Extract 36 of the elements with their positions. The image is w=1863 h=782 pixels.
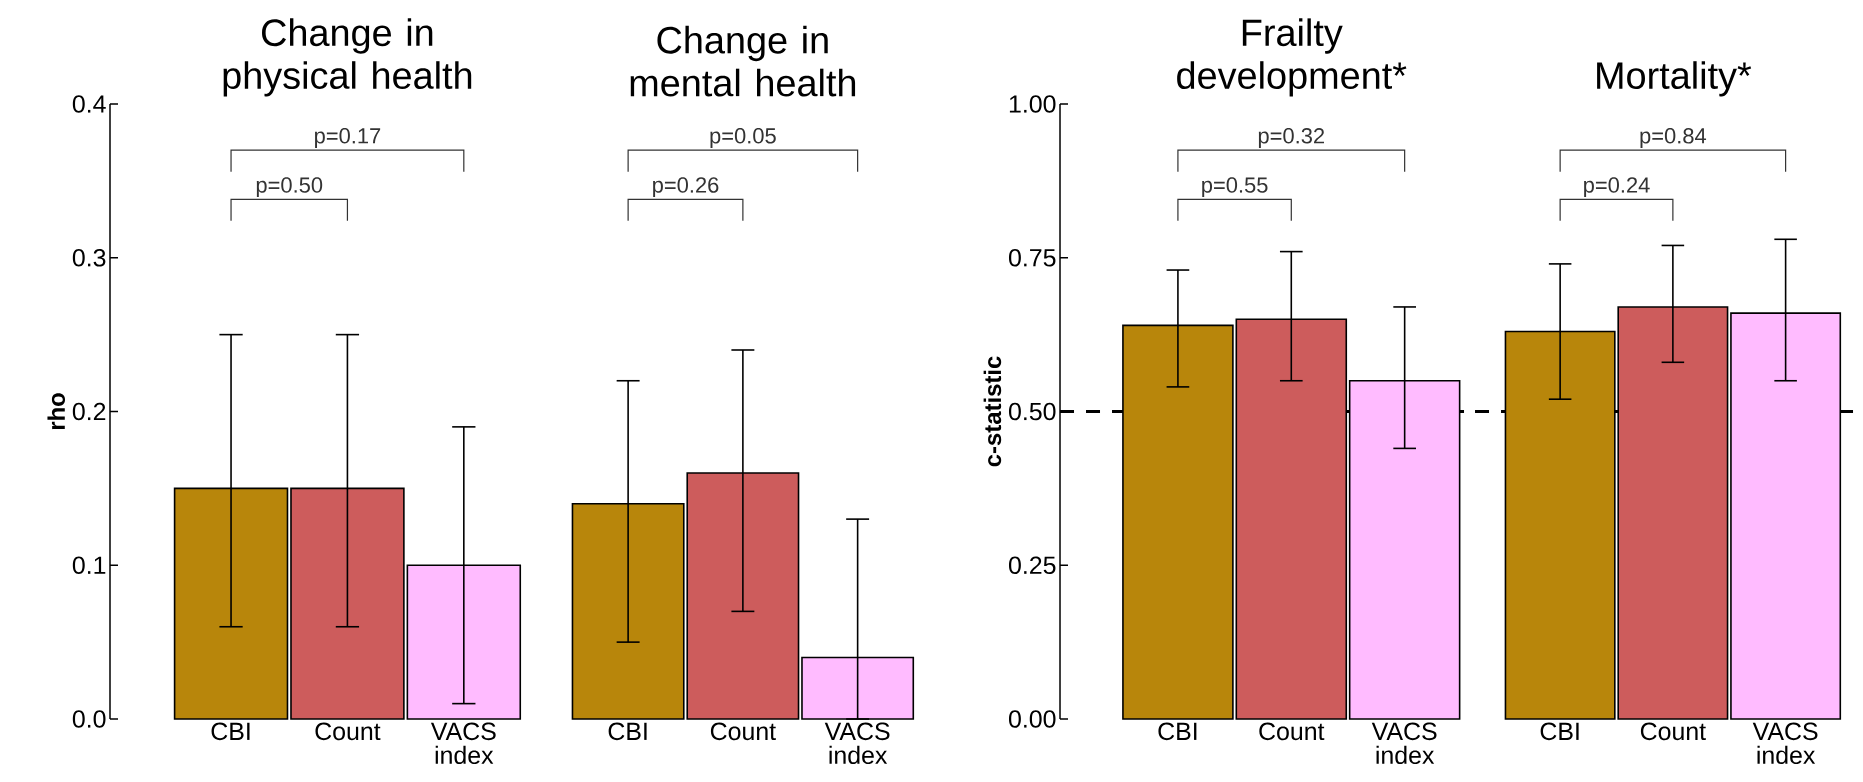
annotation: p=0.55 (1202, 177, 1268, 198)
x-tick-label: VACS index (430, 722, 496, 765)
x-tick-label: Count (710, 722, 776, 741)
y-tick-label: 0.2 (72, 402, 106, 421)
annotation: p=0.17 (315, 128, 381, 148)
x-tick-label: VACS index (1752, 722, 1818, 765)
chart-title: Mortality* (1597, 61, 1752, 97)
y-axis-title: rho (47, 393, 66, 430)
x-tick-label: VACS index (824, 722, 890, 765)
y-axis-title: c-statistic (983, 356, 1002, 467)
y-tick-label: 0.25 (1008, 556, 1056, 575)
chart-title: Change in physical health (223, 18, 472, 97)
y-tick-label: 0.0 (72, 710, 106, 728)
y-tick-label: 0.50 (1008, 402, 1056, 421)
y-tick-label: 0.4 (72, 95, 106, 113)
chart-title: Frailty development* (1177, 18, 1407, 97)
annotation: p=0.24 (1584, 177, 1650, 198)
x-tick-label: CBI (608, 722, 647, 741)
chart-title: Change in mental health (630, 25, 856, 97)
x-tick-label: CBI (1540, 722, 1579, 741)
y-tick-label: 0.00 (1008, 710, 1056, 728)
y-tick-label: 0.1 (72, 556, 106, 575)
x-tick-label: Count (315, 722, 381, 741)
annotation: p=0.84 (1640, 128, 1707, 148)
x-tick-label: VACS index (1371, 722, 1437, 765)
annotation: p=0.26 (653, 177, 719, 198)
annotation: p=0.50 (256, 177, 323, 198)
annotation: p=0.32 (1258, 128, 1325, 148)
y-tick-label: 1.00 (1009, 95, 1056, 113)
x-tick-label: CBI (1158, 722, 1197, 741)
annotation: p=0.05 (710, 128, 776, 148)
y-tick-label: 0.3 (72, 248, 106, 267)
y-tick-label: 0.75 (1008, 248, 1056, 267)
x-tick-label: Count (1640, 722, 1706, 741)
x-tick-label: Count (1259, 722, 1325, 741)
x-tick-label: CBI (211, 722, 250, 741)
